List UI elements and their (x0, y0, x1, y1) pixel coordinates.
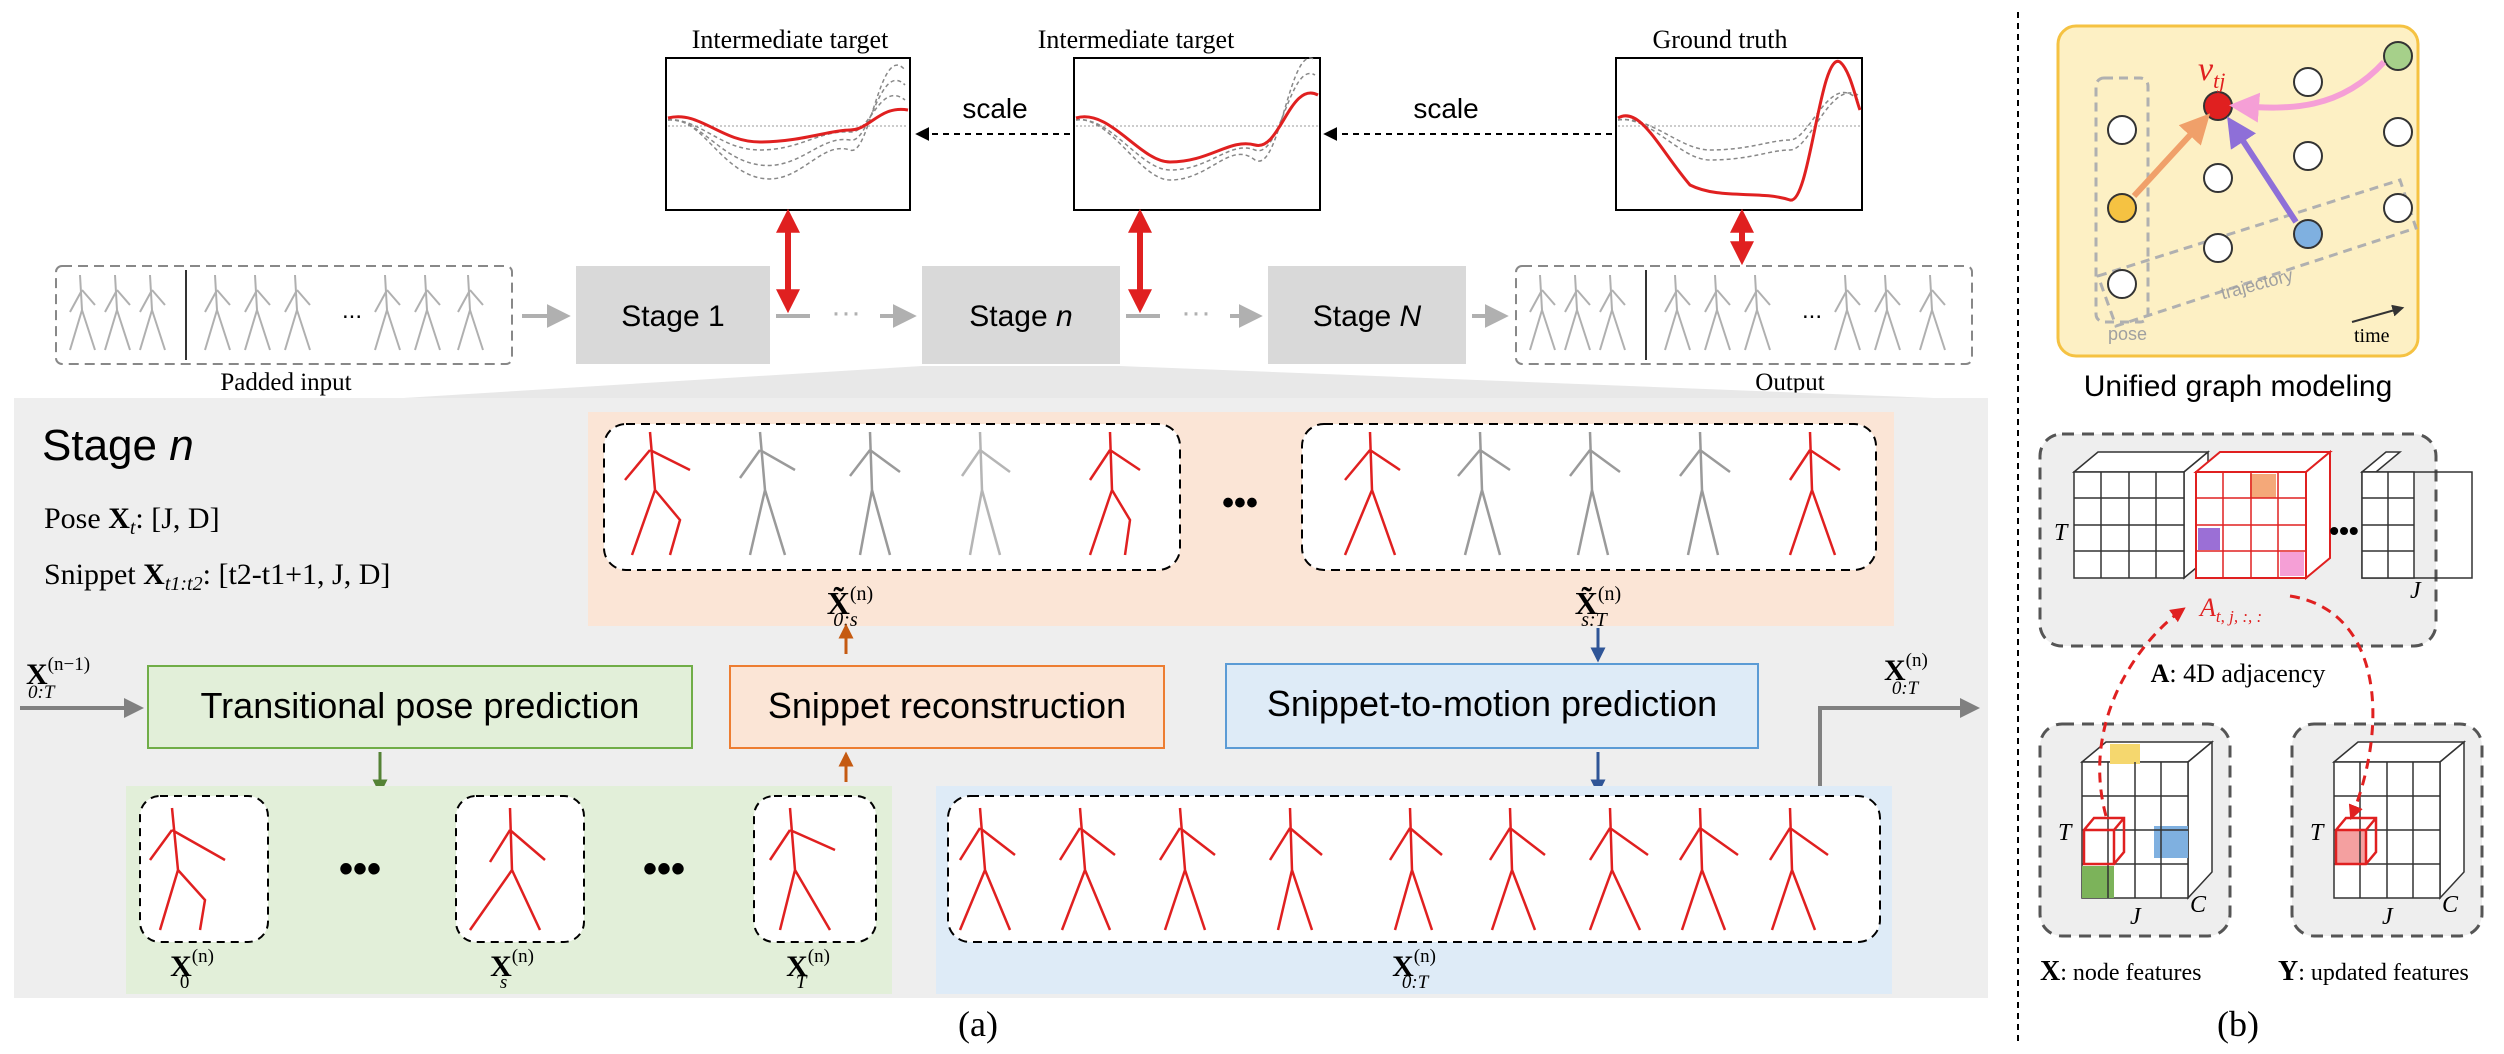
pose-tag: pose (2108, 324, 2147, 344)
target-node (2203, 91, 2233, 121)
pose-label-0: X(n) 0 (170, 946, 214, 993)
motion-skeletons (958, 807, 1829, 931)
snippet-definition: Snippet Xt1:t2: [t2-t1+1, J, D] (44, 558, 390, 595)
snippet-reconstruction-box (729, 665, 1165, 749)
node-features-caption: X: node features (2040, 956, 2202, 987)
snippet-to-motion-box (1225, 663, 1759, 749)
panel-b: vtj pose trajectory time Unified graph m… (2038, 24, 2484, 1044)
stage-N-label: Stage N (1313, 300, 1422, 333)
scale-label-1: scale (962, 93, 1027, 124)
padded-input-ellipsis: ... (342, 297, 362, 324)
adjacency-cubes (2071, 449, 2473, 581)
snippet-right-box (1301, 423, 1877, 571)
pose-label-T: X(n) T (786, 946, 830, 993)
adjacency-caption: A: 4D adjacency (2151, 659, 2326, 688)
plot-intermediate-target-1: Intermediate target (665, 25, 911, 211)
updated-features-C: C (2442, 892, 2459, 918)
snippet-to-motion-label: Snippet-to-motion prediction (1267, 683, 1717, 724)
plot-title: Ground truth (1652, 25, 1787, 54)
padded-input-box (55, 265, 513, 365)
plot-title: Intermediate target (692, 25, 889, 54)
graph-title: Unified graph modeling (2084, 370, 2393, 403)
snippet-label-right: X̃(n) s:T (1575, 583, 1621, 631)
node-label: vtj (2198, 51, 2225, 93)
pipeline-dots-2: ··· (1181, 296, 1211, 329)
adjacency-dots: ••• (2329, 515, 2358, 546)
stage-n-box (922, 266, 1120, 364)
plot-ground-truth: Ground truth (1615, 25, 1863, 211)
updated-features-T: T (2310, 820, 2325, 846)
output-skeletons (1529, 274, 1946, 351)
snippet-left-box (603, 423, 1181, 571)
pose-skeletons (148, 807, 836, 931)
pose-dots-1: ••• (339, 847, 381, 891)
adjacency-J: J (2410, 578, 2422, 604)
node-features-T: T (2058, 820, 2073, 846)
stage-n-label: Stage n (969, 300, 1072, 333)
node-features-J: J (2130, 904, 2142, 930)
stage-1-box (576, 266, 770, 364)
stage-1-label: Stage 1 (621, 300, 724, 333)
snippet-left-skeletons (624, 431, 1141, 556)
transitional-pose-box (147, 665, 693, 749)
stage-n-panel: Stage n Pose Xt: [J, D] Snippet Xt1:t2: … (14, 366, 1988, 998)
snippet-reconstruction-label: Snippet reconstruction (768, 685, 1126, 726)
top-plots: Intermediate target Intermediate target … (665, 25, 1863, 314)
pose-box-s (455, 795, 585, 943)
node-features-C: C (2190, 892, 2207, 918)
updated-features-caption: Y: updated features (2278, 956, 2469, 987)
panel-input-label: X(n−1) 0:T (26, 654, 90, 703)
stage-panel-title: Stage n (42, 421, 194, 470)
graph-box (2056, 24, 2420, 358)
pose-definition: Pose Xt: [J, D] (44, 502, 220, 539)
updated-features-J: J (2382, 904, 2394, 930)
plot-intermediate-target-2: Intermediate target (1038, 25, 1321, 211)
snippet-right-skeletons (1343, 431, 1841, 556)
caption-b: (b) (2217, 1004, 2259, 1044)
motion-box (947, 795, 1881, 943)
adjacency-T: T (2054, 520, 2069, 546)
snippet-dots: ••• (1222, 484, 1258, 522)
graph-nodes (2107, 67, 2413, 299)
motion-label: X(n) 0:T (1392, 946, 1436, 993)
pose-dots-2: ••• (643, 847, 685, 891)
pipeline-dots-1: ··· (831, 296, 861, 329)
output-box (1515, 265, 1973, 365)
padded-input-label: Padded input (220, 369, 351, 396)
time-tag: time (2354, 325, 2390, 347)
pose-box-T (753, 795, 877, 943)
pipeline-row: ... Padded input Stage 1 ··· Stage n ···… (55, 265, 1973, 396)
scale-label-2: scale (1413, 93, 1478, 124)
caption-a: (a) (958, 1004, 998, 1044)
adjacency-slice-label: At, j, :, : (2198, 593, 2262, 626)
plot-title: Intermediate target (1038, 25, 1235, 54)
output-ellipsis: ... (1802, 297, 1822, 324)
transitional-pose-label: Transitional pose prediction (201, 685, 640, 726)
panel-output-label: X(n) 0:T (1884, 650, 1928, 699)
stage-N-box (1268, 266, 1466, 364)
pose-box-0 (139, 795, 269, 943)
padded-input-skeletons (69, 274, 484, 351)
pose-label-s: X(n) s (490, 946, 534, 993)
